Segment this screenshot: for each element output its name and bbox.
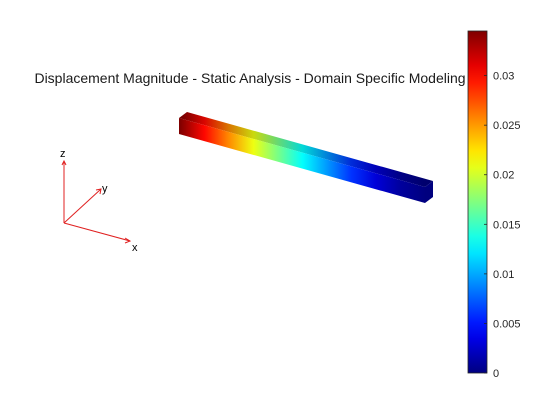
colorbar-ticks: 0 0.005 0.01 0.015 0.02 0.025 0.03 [484,71,521,380]
colorbar-tick-label: 0.015 [493,219,521,231]
beam-end-face [425,181,433,203]
chart-title: Displacement Magnitude - Static Analysis… [34,70,466,86]
colorbar-tick-label: 0.03 [493,71,514,83]
triad-z-arrowhead [61,159,67,166]
beam-top-face [179,112,433,187]
triad-x-label: x [132,242,138,254]
triad-x-arrowhead [124,237,132,244]
colorbar: 0 0.005 0.01 0.015 0.02 0.025 0.03 [467,30,521,380]
triad-x-axis [63,222,131,242]
colorbar-tick-label: 0.02 [493,170,514,182]
triad-z-label: z [60,148,66,160]
beam [179,112,433,203]
colorbar-tick-label: 0.01 [493,269,514,281]
colorbar-tick-label: 0 [493,368,499,380]
triad-y-axis [63,188,102,224]
colorbar-frame [467,30,488,374]
triad-y-label: y [102,183,108,195]
beam-front-face [179,118,425,203]
colorbar-fill [468,31,487,373]
axis-triad: z y x [60,148,138,254]
colorbar-tick-label: 0.005 [493,318,521,330]
colorbar-tick-label: 0.025 [493,120,521,132]
triad-y-arrowhead [95,188,102,195]
